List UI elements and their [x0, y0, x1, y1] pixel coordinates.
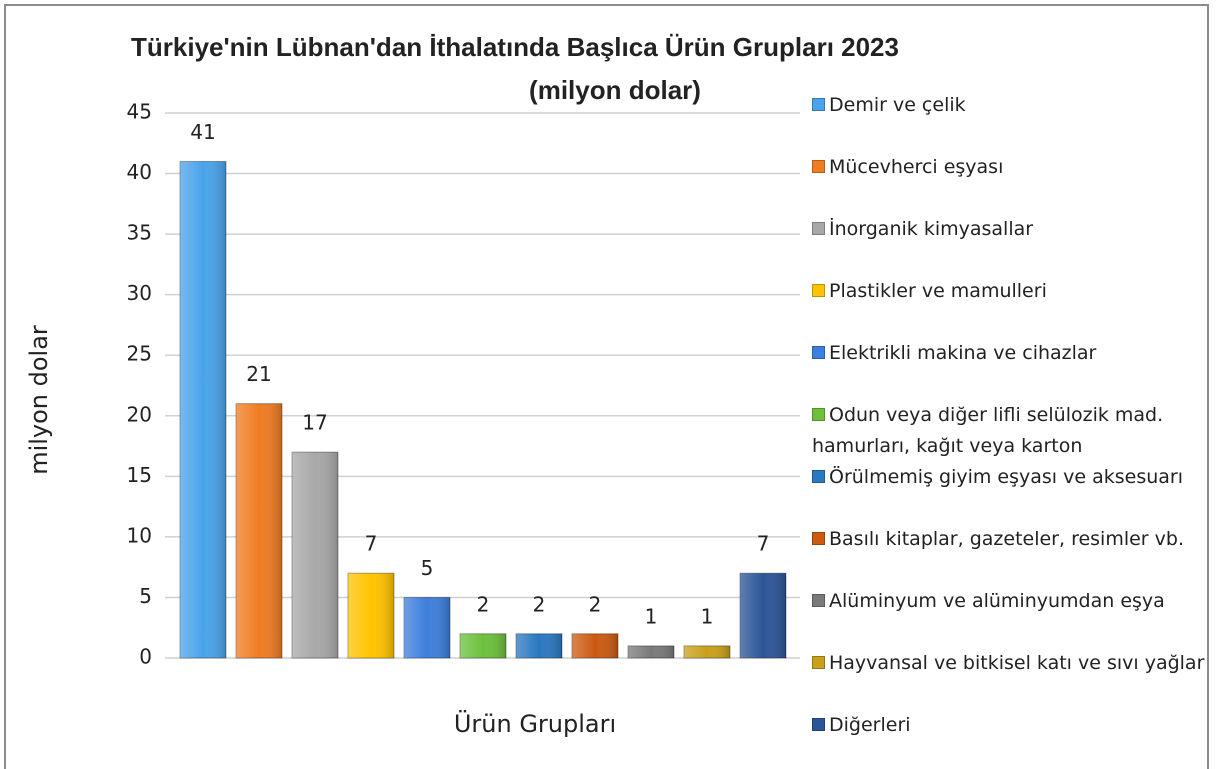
legend-item: İnorganik kimyasallar [812, 214, 1207, 245]
y-tick-label: 0 [139, 645, 152, 669]
data-label: 17 [302, 411, 327, 435]
legend-swatch [812, 470, 825, 483]
legend-item: Elektrikli makina ve cihazlar [812, 338, 1207, 369]
legend-label: Alüminyum ve alüminyumdan eşya [829, 590, 1165, 612]
y-tick-label: 20 [127, 402, 152, 426]
legend-label: Hayvansal ve bitkisel katı ve sıvı yağla… [829, 652, 1205, 674]
legend-item: Demir ve çelik [812, 90, 1207, 121]
data-label: 2 [533, 592, 546, 616]
y-tick-label: 35 [127, 221, 152, 245]
legend-swatch [812, 222, 825, 235]
legend-swatch [812, 532, 825, 545]
y-tick-label: 45 [127, 100, 152, 124]
bar-shade [180, 161, 226, 658]
bar-shade [628, 645, 674, 658]
legend-swatch [812, 718, 825, 731]
legend-label: Plastikler ve mamulleri [829, 280, 1047, 302]
bar-shade [740, 573, 786, 658]
bar-shade [516, 633, 562, 658]
bar-shade [236, 403, 282, 658]
y-tick-label: 5 [139, 584, 152, 608]
bar-shade [684, 645, 730, 658]
data-label: 7 [757, 532, 770, 556]
legend-item: Alüminyum ve alüminyumdan eşya [812, 586, 1207, 617]
legend-swatch [812, 408, 825, 421]
data-label: 2 [589, 592, 602, 616]
x-axis-title: Ürün Grupları [454, 709, 616, 738]
legend-swatch [812, 160, 825, 173]
legend-label: Elektrikli makina ve cihazlar [829, 342, 1097, 364]
legend-label: İnorganik kimyasallar [829, 218, 1034, 240]
y-tick-label: 25 [127, 342, 152, 366]
y-axis-title: milyon dolar [25, 325, 53, 475]
data-label: 2 [477, 592, 490, 616]
legend-item: Odun veya diğer lifli selülozik mad. ham… [812, 400, 1207, 462]
bar-shade [460, 633, 506, 658]
bar-shade [348, 573, 394, 658]
legend-swatch [812, 656, 825, 669]
data-label: 7 [365, 532, 378, 556]
legend-item: Mücevherci eşyası [812, 152, 1207, 183]
legend-swatch [812, 98, 825, 111]
legend-item: Basılı kitaplar, gazeteler, resimler vb. [812, 524, 1207, 555]
legend-label: Demir ve çelik [829, 94, 966, 116]
y-tick-label: 15 [127, 463, 152, 487]
legend-label: Basılı kitaplar, gazeteler, resimler vb. [829, 528, 1184, 550]
data-label: 5 [421, 556, 434, 580]
data-label: 41 [190, 120, 215, 144]
legend-label: Odun veya diğer lifli selülozik mad. ham… [812, 404, 1164, 457]
bar-shade [292, 452, 338, 658]
y-tick-label: 30 [127, 281, 152, 305]
legend-swatch [812, 346, 825, 359]
legend-label: Örülmemiş giyim eşyası ve aksesuarı [829, 466, 1183, 488]
bar-shade [404, 597, 450, 658]
chart-title: (milyon dolar) [529, 75, 701, 105]
y-tick-label: 40 [127, 160, 152, 184]
chart-title: Türkiye'nin Lübnan'dan İthalatında Başlı… [131, 32, 899, 62]
chart-frame [4, 4, 1209, 769]
legend-swatch [812, 284, 825, 297]
legend-item: Diğerleri [812, 710, 1207, 741]
legend-label: Mücevherci eşyası [829, 156, 1004, 178]
legend-item: Örülmemiş giyim eşyası ve aksesuarı [812, 462, 1207, 493]
data-label: 1 [701, 604, 714, 628]
data-label: 1 [645, 604, 658, 628]
y-tick-label: 10 [127, 523, 152, 547]
legend-item: Plastikler ve mamulleri [812, 276, 1207, 307]
data-label: 21 [246, 362, 271, 386]
legend-item: Hayvansal ve bitkisel katı ve sıvı yağla… [812, 648, 1207, 679]
legend-label: Diğerleri [829, 714, 911, 736]
bar-shade [572, 633, 618, 658]
legend-swatch [812, 594, 825, 607]
